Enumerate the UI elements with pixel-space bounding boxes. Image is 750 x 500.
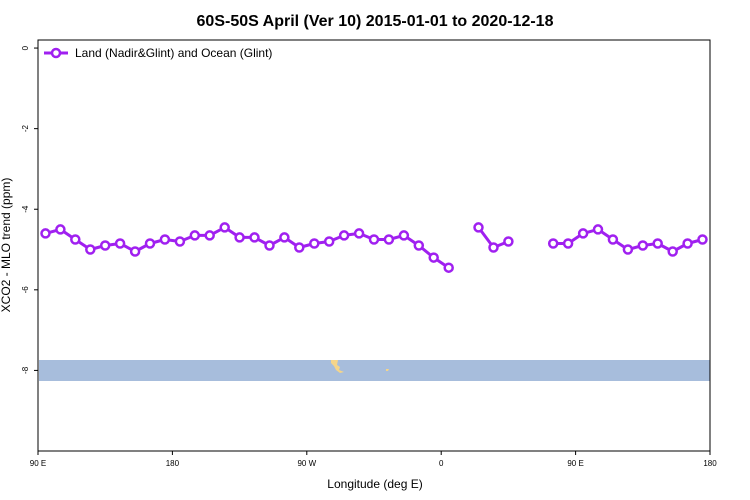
data-point <box>309 238 320 249</box>
y-axis-label: XCO2 - MLO trend (ppm) <box>0 178 13 313</box>
data-point <box>219 222 230 233</box>
data-point <box>473 222 484 233</box>
data-point <box>294 242 305 253</box>
y-tick-label: -8 <box>21 366 30 374</box>
data-point <box>592 224 604 235</box>
x-tick-label: 90 E <box>30 459 46 468</box>
data-point <box>368 234 380 245</box>
land-patch-island <box>386 369 389 371</box>
data-point <box>443 262 454 273</box>
legend-marker <box>50 47 62 59</box>
data-point <box>114 238 126 249</box>
data-point <box>353 228 365 239</box>
data-point <box>428 252 439 263</box>
data-point <box>667 246 678 257</box>
data-point <box>488 242 499 253</box>
data-point <box>234 232 245 243</box>
map-strip <box>39 360 710 381</box>
y-axis: 0 -2 -4 -6 -8 <box>21 45 38 374</box>
data-point <box>279 232 290 243</box>
x-axis-label: Longitude (deg E) <box>327 477 422 491</box>
data-point <box>413 240 425 251</box>
x-tick-label: 180 <box>703 459 717 468</box>
data-point <box>562 238 574 249</box>
data-point <box>607 234 619 245</box>
data-point <box>174 236 186 247</box>
data-point <box>503 236 514 247</box>
data-point <box>159 234 171 245</box>
data-point <box>383 234 395 245</box>
legend-label: Land (Nadir&Glint) and Ocean (Glint) <box>75 46 272 60</box>
data-point <box>697 234 708 245</box>
data-point <box>55 224 66 235</box>
data-point <box>189 230 201 241</box>
x-axis: 90 E 180 90 W 0 90 E 180 <box>30 451 717 468</box>
data-point <box>204 230 215 241</box>
y-tick-label: -4 <box>21 205 30 213</box>
data-point <box>622 244 634 255</box>
data-point <box>129 246 141 257</box>
x-tick-label: 90 W <box>297 459 316 468</box>
series-layer <box>40 222 708 273</box>
data-point <box>652 238 663 249</box>
data-point <box>264 240 275 251</box>
series-line-segment <box>45 225 450 269</box>
y-tick-label: -2 <box>21 124 30 132</box>
x-tick-label: 180 <box>166 459 180 468</box>
legend: Land (Nadir&Glint) and Ocean (Glint) <box>44 46 272 60</box>
data-point <box>323 236 335 247</box>
data-point <box>398 230 410 241</box>
x-tick-label: 0 <box>439 459 444 468</box>
data-point <box>40 228 51 239</box>
data-point <box>547 238 559 249</box>
chart-title: 60S-50S April (Ver 10) 2015-01-01 to 202… <box>197 13 554 30</box>
data-point <box>99 240 111 251</box>
data-point <box>144 238 156 249</box>
plot-frame <box>37 39 711 452</box>
y-tick-label: 0 <box>21 45 30 50</box>
data-point <box>338 230 350 241</box>
data-point <box>70 234 81 245</box>
data-point <box>249 232 260 243</box>
data-point <box>637 240 649 251</box>
x-tick-label: 90 E <box>567 459 583 468</box>
data-point <box>682 238 693 249</box>
land-patch-south-america <box>331 360 344 373</box>
data-point <box>85 244 96 255</box>
y-tick-label: -6 <box>21 286 30 294</box>
ocean-band <box>39 360 710 381</box>
data-point <box>577 228 589 239</box>
